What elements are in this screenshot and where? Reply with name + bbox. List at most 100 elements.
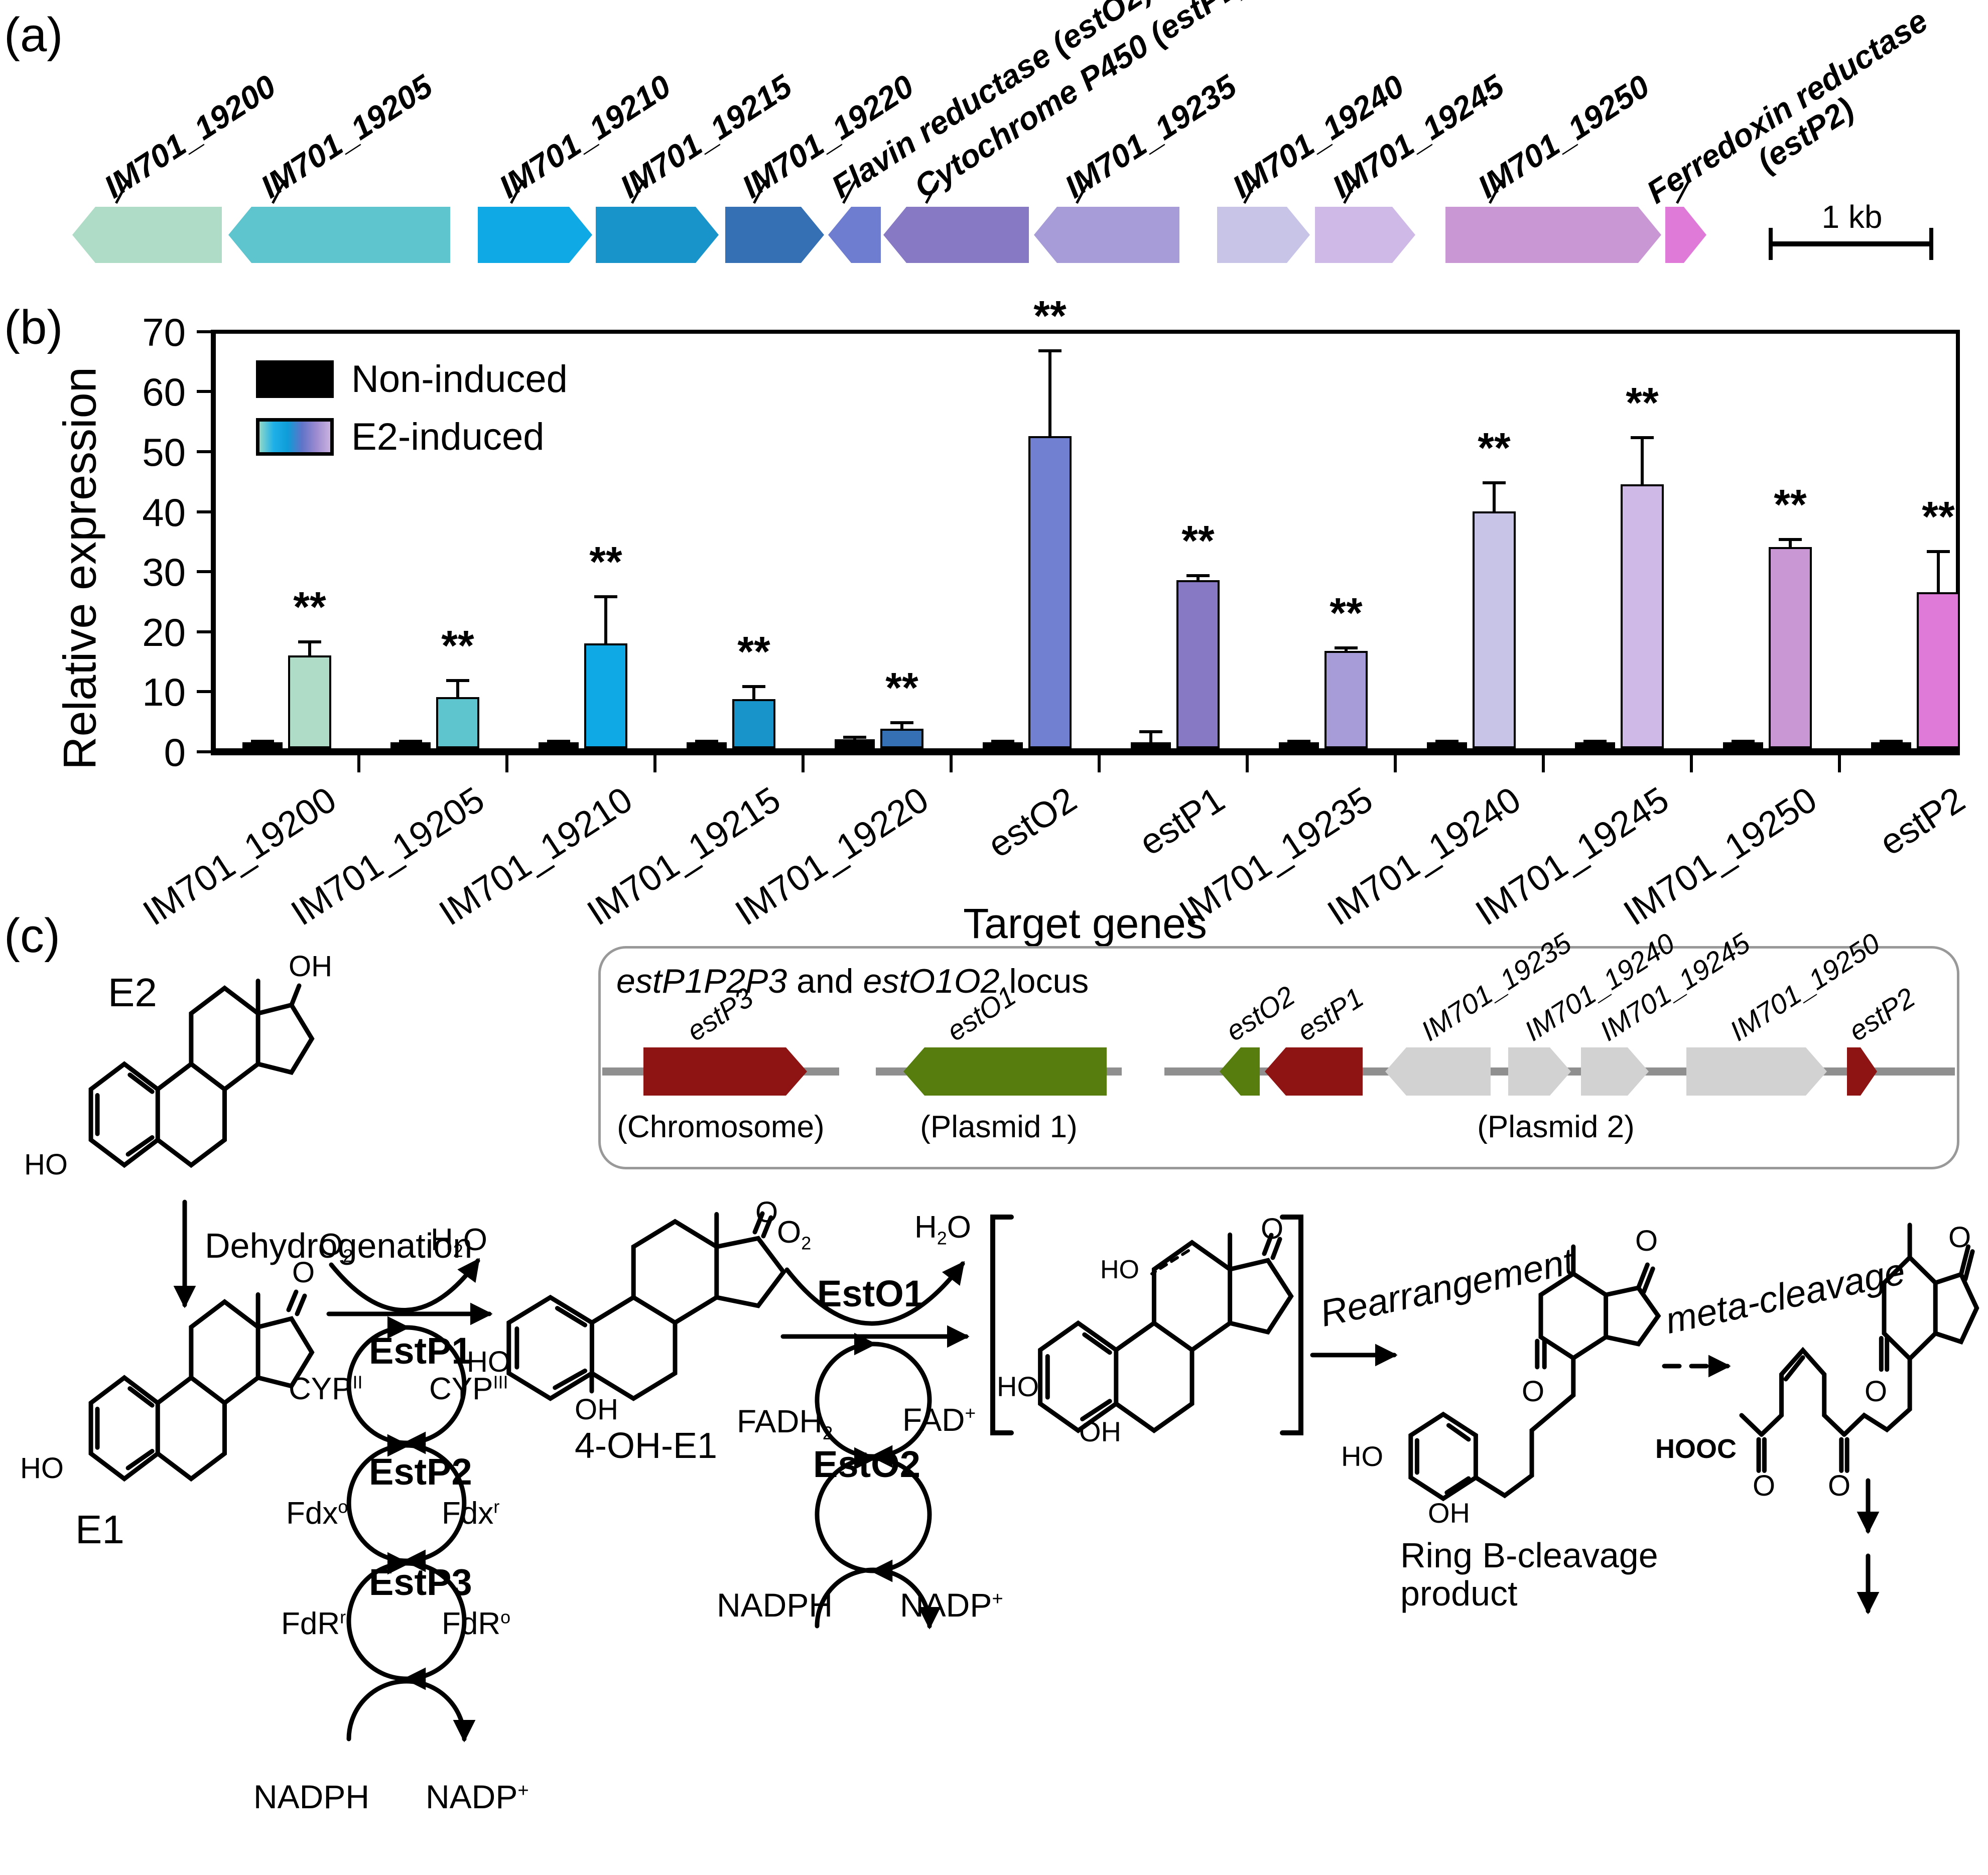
x-tick-3 [653,755,656,772]
panel-b-label: (b) [4,301,63,354]
bar-non-induced-estP1 [1131,742,1171,748]
o-ringb-mid-label: O [1522,1375,1545,1408]
locus-gene-estO1 [903,1047,1107,1096]
x-tick-4 [802,755,805,772]
fdr-r-label: FdRr [281,1606,346,1641]
errorcap-e2-induced-estP2 [1927,550,1950,554]
h2o-1-label: H2O [431,1223,488,1261]
estp1-label: EstP1 [369,1330,472,1372]
fad-label: FAD+ [902,1402,976,1438]
y-tick-40 [197,510,211,513]
locus-title-part-0: estP1P2P3 [616,962,787,1000]
bar-e2-induced-IM701_19205 [436,697,479,748]
gene-arrow-2 [228,207,450,263]
o-final-1-label: O [1753,1469,1776,1502]
bar-chart-plot: ** ** ** ** ** ** ** ** ** ** ** ** [211,292,1960,755]
errorbar-e2-induced-IM701_19205 [456,679,459,698]
o-int-label: O [1261,1213,1284,1245]
cyp-iii-label: CYPIII [429,1372,508,1406]
cyp-ii-label: CYPII [289,1372,363,1406]
errorcap-e2-induced-IM701_19235 [1335,646,1358,649]
ho-4ohe1-label: HO [467,1346,510,1378]
fdx-o-label: Fdxo [286,1496,348,1531]
y-tick-label-30: 30 [142,550,186,595]
scale-bar-line [1769,241,1933,246]
x-tick-5 [950,755,953,772]
bar-non-induced-IM701_19220 [835,739,875,748]
esto2-cycle-upper-right [870,1344,930,1468]
ringb-caption-label: Ring B-cleavage product [1400,1536,1658,1613]
errorbar-e2-induced-IM701_19250 [1789,538,1792,548]
legend-swatch-e2-induced [256,418,334,456]
legend-label-non-induced: Non-induced [351,358,568,400]
errorbar-e2-induced-IM701_19245 [1641,436,1644,484]
significance-IM701_19215: ** [737,628,770,676]
errorcap-e2-induced-IM701_19200 [298,640,321,643]
bar-e2-induced-IM701_19215 [732,699,775,748]
nadph-2-label: NADPH [717,1586,833,1624]
locus-title-part-1: and [787,962,863,1000]
o-final-2-label: O [1828,1469,1851,1502]
y-tick-20 [197,630,211,633]
y-tick-label-0: 0 [164,730,186,774]
x-tick-1 [357,755,360,772]
h2o-2-label: H2O [914,1210,972,1249]
locus-box [598,946,1959,1169]
y-tick-label-50: 50 [142,430,186,474]
errorcap-non-induced-IM701_19240 [1435,740,1459,743]
bar-non-induced-estO2 [983,742,1023,748]
errorcap-non-induced-estP2 [1880,740,1903,743]
x-tick-9 [1542,755,1545,772]
o-final-top-label: O [1948,1221,1971,1254]
nadp-2-label: NADP+ [900,1586,1003,1624]
bar-non-induced-IM701_19200 [242,742,283,748]
errorbar-e2-induced-estO2 [1048,349,1051,437]
significance-estP1: ** [1181,517,1215,565]
gene-arrow-11 [1445,207,1661,263]
locus-caption-2: (Plasmid 1) [920,1110,1078,1144]
o2-1-label: O2 [319,1228,353,1266]
estp1-cycle-right [403,1327,464,1454]
scale-bar-label: 1 kb [1821,199,1883,235]
errorcap-e2-induced-IM701_19220 [890,721,913,725]
fdr-o-label: FdRo [442,1606,511,1641]
errorcap-non-induced-IM701_19245 [1583,740,1607,743]
estp1-cycle-left [349,1316,410,1443]
errorcap-non-induced-estO2 [991,740,1014,743]
o-ringb-top-label: O [1635,1225,1658,1257]
ho-e1-label: HO [20,1452,64,1485]
dehydrogenation-label: Dehydrogenation [205,1226,473,1265]
o2-2-label: O2 [777,1215,812,1254]
errorbar-e2-induced-IM701_19215 [752,685,755,699]
x-tick-10 [1690,755,1693,772]
ho-ringb-label: HO [1341,1440,1383,1472]
ho-int-dash-label: HO [1100,1255,1139,1284]
gene-arrow-5 [725,207,824,263]
gene-arrow-7 [883,207,1029,263]
name-4ohe1-label: 4-OH-E1 [575,1426,718,1466]
bar-non-induced-IM701_19250 [1723,742,1763,748]
errorcap-non-induced-IM701_19200 [251,740,274,743]
y-tick-label-60: 60 [142,370,186,415]
bar-e2-induced-IM701_19240 [1473,511,1516,748]
errorcap-e2-induced-IM701_19245 [1631,436,1654,440]
bar-e2-induced-IM701_19250 [1769,547,1812,748]
errorcap-e2-induced-estO2 [1038,349,1062,352]
x-tick-8 [1394,755,1397,772]
legend-swatch-non-induced [256,360,334,398]
o-final-ring-label: O [1865,1375,1888,1408]
significance-IM701_19210: ** [589,538,622,586]
nadph-cycle-1 [349,1681,476,1743]
o2-h2o-curve-2 [787,1261,963,1323]
locus-caption-1: (Chromosome) [617,1110,825,1144]
estp3-cycle-left [349,1552,410,1679]
bar-e2-induced-estP1 [1176,580,1220,748]
errorbar-non-induced-estP1 [1149,730,1152,743]
errorcap-e2-induced-IM701_19210 [594,595,617,599]
gene-arrow-10 [1315,207,1415,263]
errorbar-e2-induced-estP2 [1937,550,1940,593]
fdx-r-label: Fdxr [442,1496,500,1531]
nadph-cycle-2 [817,1570,941,1630]
bar-e2-induced-IM701_19220 [880,728,923,748]
